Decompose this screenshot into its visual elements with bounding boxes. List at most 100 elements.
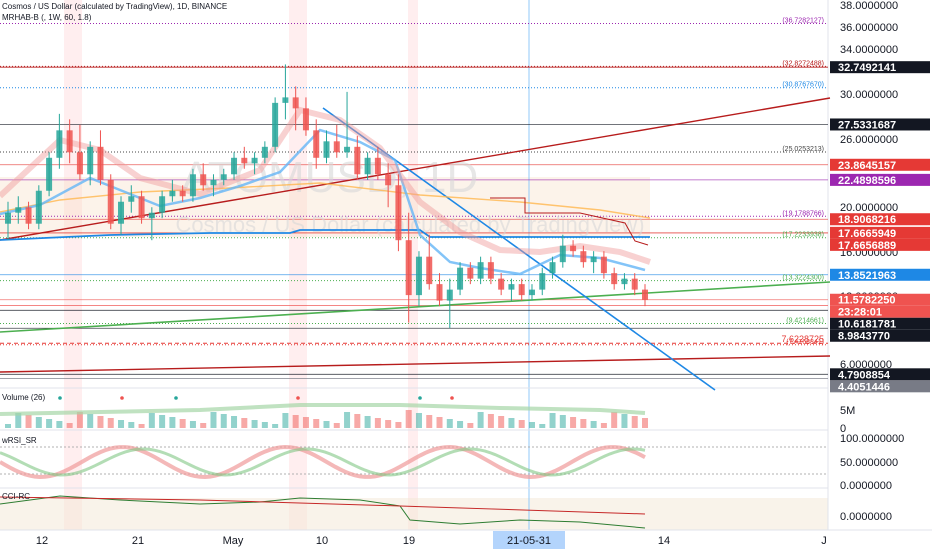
volume-bar-58 xyxy=(600,423,607,428)
level-badge-9: 23:28:01 xyxy=(838,307,882,319)
price-tick-4: 26.0000000 xyxy=(840,134,898,146)
candle-body-16 xyxy=(169,190,176,197)
volume-bar-15 xyxy=(159,415,166,428)
level-badge-3: 22.4898596 xyxy=(838,175,896,187)
volume-bar-56 xyxy=(580,419,587,428)
volume-bar-8 xyxy=(87,414,94,428)
level-badge-10: 10.6181781 xyxy=(838,319,896,331)
candle-body-57 xyxy=(590,256,597,263)
price-tick-1: 36.0000000 xyxy=(840,22,898,34)
level-badge-bg-1 xyxy=(830,118,930,131)
candle-body-28 xyxy=(292,97,299,109)
cci-tick-0: 0.0000000 xyxy=(840,511,892,523)
level-badges: 32.7492141 27.5331687 23.8645157 22.4898596… xyxy=(781,61,930,393)
chart-title: Cosmos / US Dollar (calculated by Tradin… xyxy=(2,2,228,11)
volume-bar-38 xyxy=(395,422,402,428)
level-label-0: (36.7282127) xyxy=(782,17,824,24)
candle-body-4 xyxy=(46,157,53,191)
volume-bar-4 xyxy=(46,419,53,428)
highlight-band-0 xyxy=(64,0,82,530)
trendline-support xyxy=(0,281,831,333)
x-tick-highlight xyxy=(493,531,565,549)
x-tick-7: J xyxy=(821,535,827,547)
rsi-signal xyxy=(0,447,646,477)
price-axis[interactable]: 38.0000000 36.0000000 34.0000000 30.0000000… xyxy=(840,0,904,523)
volume-bar-50 xyxy=(518,420,525,428)
candle-body-42 xyxy=(436,284,443,301)
volume-bar-10 xyxy=(107,418,114,428)
candles[interactable] xyxy=(5,64,648,329)
x-tick-4: 19 xyxy=(403,535,415,547)
volume-bar-49 xyxy=(508,418,515,428)
candle-body-59 xyxy=(611,273,618,285)
level-label-12: (17.2233938) xyxy=(782,232,824,239)
highlight-band-1 xyxy=(289,0,307,530)
volume-tick-0: 5M xyxy=(840,405,855,417)
sub-panes xyxy=(0,396,828,529)
volume-bar-60 xyxy=(621,414,628,428)
level-badge-0: 32.7492141 xyxy=(838,62,896,74)
x-tick-6: 14 xyxy=(658,535,670,547)
volume-bar-53 xyxy=(549,413,556,428)
indicator-label: MRHAB-B (, 1W, 60, 1.8) xyxy=(2,13,92,22)
volume-marker-0 xyxy=(58,396,62,400)
volume-bar-57 xyxy=(590,421,597,428)
volume-bar-48 xyxy=(498,416,505,428)
volume-bar-51 xyxy=(528,422,535,428)
x-tick-5: 21-05-31 xyxy=(507,535,551,547)
volume-bar-44 xyxy=(457,421,464,428)
volume-bar-40 xyxy=(415,413,422,428)
volume-bar-1 xyxy=(15,413,22,428)
volume-bar-12 xyxy=(128,422,135,428)
price-tick-3: 30.0000000 xyxy=(840,89,898,101)
candle-body-56 xyxy=(580,251,587,263)
volume-bar-34 xyxy=(354,414,361,428)
price-tick-8: 6.0000000 xyxy=(840,359,892,371)
candle-body-61 xyxy=(631,278,638,290)
volume-bar-13 xyxy=(138,424,145,428)
level-badge-13: 4.4051446 xyxy=(838,381,890,393)
candle-body-38 xyxy=(395,185,402,241)
candle-body-37 xyxy=(385,174,392,186)
candle-body-6 xyxy=(66,130,73,153)
candle-body-1 xyxy=(15,207,22,213)
candle-body-55 xyxy=(570,245,577,252)
level-text-0: 7.6228725 xyxy=(781,334,824,344)
level-badge-bg-11 xyxy=(830,329,930,342)
volume-marker-3 xyxy=(296,396,300,400)
level-badge-2: 23.8645157 xyxy=(838,160,896,172)
volume-bar-39 xyxy=(405,410,412,428)
level-badge-bg-7 xyxy=(830,268,930,281)
candle-body-27 xyxy=(282,97,289,103)
volume-bar-20 xyxy=(210,412,217,428)
level-badge-11: 8.9843770 xyxy=(838,331,890,343)
time-axis[interactable]: 12 21 May 10 19 21-05-31 14 J xyxy=(36,531,827,549)
price-tick-0: 38.0000000 xyxy=(840,0,898,12)
volume-bar-29 xyxy=(302,417,309,428)
trendline-lower xyxy=(0,355,831,373)
candle-body-54 xyxy=(559,245,566,263)
level-badge-bg-9 xyxy=(830,305,930,318)
volume-bar-24 xyxy=(251,420,258,428)
rsi-wave xyxy=(0,445,646,479)
level-badge-bg-4 xyxy=(830,213,930,226)
volume-bar-28 xyxy=(292,415,299,428)
price-tick-5: 20.0000000 xyxy=(840,202,898,214)
level-badge-bg-5 xyxy=(830,226,930,239)
candle-body-58 xyxy=(600,256,607,274)
candle-body-60 xyxy=(621,278,628,285)
level-badge-bg-10 xyxy=(830,317,930,330)
ma-orange xyxy=(0,182,651,219)
x-tick-0: 12 xyxy=(36,535,48,547)
candle-body-52 xyxy=(539,273,546,290)
level-badge-6: 17.6656889 xyxy=(838,240,896,252)
volume-bar-11 xyxy=(118,420,125,428)
level-label-18: (9.4214661) xyxy=(786,317,824,324)
volume-bar-14 xyxy=(148,413,155,428)
volume-bar-31 xyxy=(323,421,330,428)
level-badge-bg-2 xyxy=(830,158,930,171)
step-line-red xyxy=(490,197,649,246)
volume-bar-9 xyxy=(97,416,104,428)
